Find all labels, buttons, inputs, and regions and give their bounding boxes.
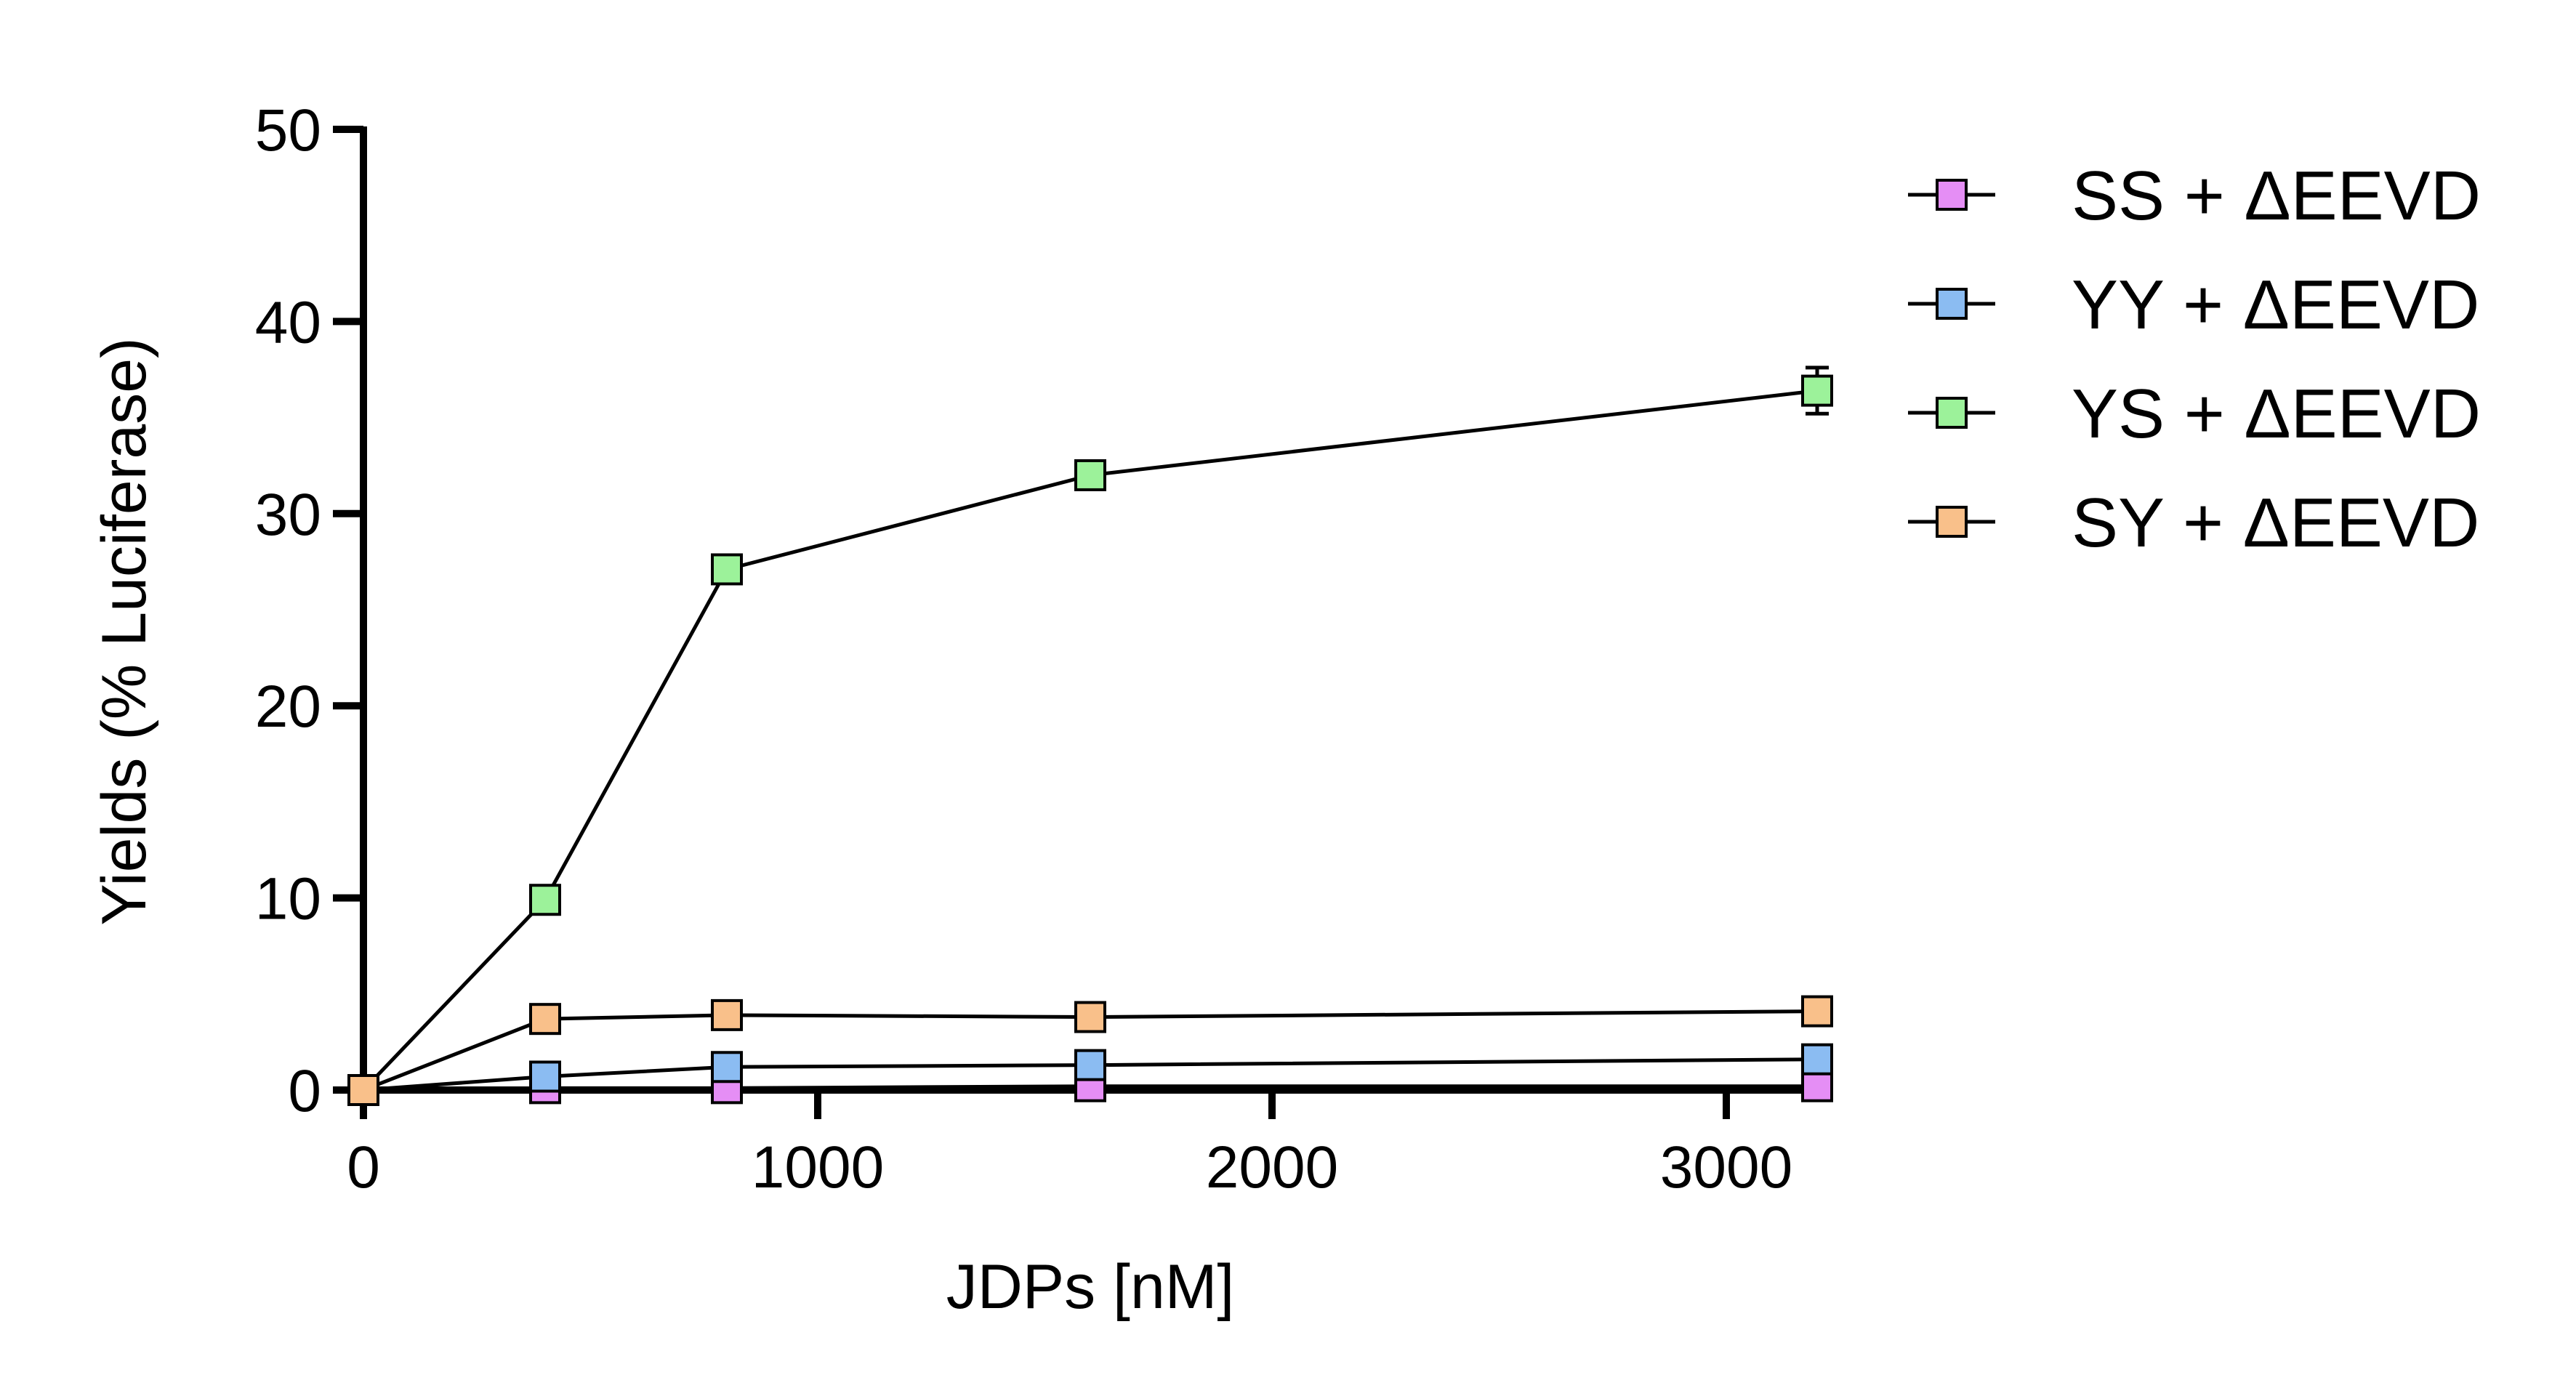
legend-entry: SS + ΔEEVD	[1908, 157, 2481, 235]
legend-marker	[1936, 288, 1968, 320]
data-point	[1074, 459, 1106, 491]
legend-label: SY + ΔEEVD	[2072, 484, 2479, 562]
legend-entry: YS + ΔEEVD	[1908, 375, 2481, 453]
data-point	[529, 1003, 561, 1036]
data-point	[711, 1051, 743, 1084]
data-point	[1074, 1001, 1106, 1033]
data-point	[711, 998, 743, 1031]
y-axis-title: Yields (% Luciferase)	[89, 337, 159, 925]
y-tick-label: 10	[255, 866, 321, 932]
y-tick-label: 20	[255, 674, 321, 740]
data-point	[1801, 1070, 1833, 1102]
legend-entry: SY + ΔEEVD	[1908, 484, 2479, 562]
data-point	[1074, 1049, 1106, 1081]
series-3	[347, 995, 1833, 1106]
x-axis-title: JDPs [nM]	[946, 1252, 1235, 1322]
legend-marker	[1936, 179, 1968, 211]
legend-label: SS + ΔEEVD	[2072, 157, 2481, 235]
x-tick-label: 0	[347, 1134, 380, 1201]
series-line	[362, 389, 1818, 1092]
legend: SS + ΔEEVD YY + ΔEEVD YS + ΔEEVD SY + ΔEEVD	[1908, 157, 2481, 562]
legend-label: YY + ΔEEVD	[2072, 266, 2479, 344]
data-point	[529, 1060, 561, 1093]
series-layer	[347, 366, 1833, 1106]
data-point	[529, 884, 561, 916]
series-2	[347, 366, 1833, 1106]
x-tick-label: 3000	[1660, 1134, 1792, 1201]
axes: 0 10 20 30 40 50 0 1000 2000 3000	[255, 97, 1832, 1201]
legend-label: YS + ΔEEVD	[2072, 375, 2481, 453]
data-point	[711, 553, 743, 586]
data-point	[1801, 374, 1833, 407]
data-point	[1801, 1043, 1833, 1076]
y-tick-label: 30	[255, 482, 321, 548]
legend-marker	[1936, 397, 1968, 429]
legend-entry: YY + ΔEEVD	[1908, 266, 2479, 344]
x-tick-label: 1000	[752, 1134, 884, 1201]
legend-marker	[1936, 506, 1968, 538]
y-tick-label: 0	[288, 1058, 321, 1124]
y-tick-label: 40	[255, 289, 321, 355]
y-tick-label: 50	[255, 97, 321, 164]
x-tick-label: 2000	[1206, 1134, 1338, 1201]
data-point	[347, 1074, 379, 1106]
data-point	[1801, 995, 1833, 1028]
